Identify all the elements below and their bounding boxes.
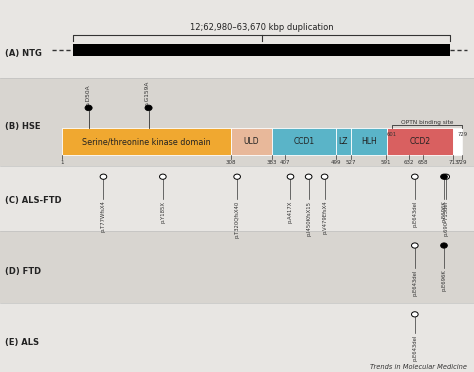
Text: 632: 632 <box>403 160 414 165</box>
Text: 591: 591 <box>381 160 392 165</box>
Text: LZ: LZ <box>338 137 348 146</box>
Text: Serine/threonine kinase domain: Serine/threonine kinase domain <box>82 137 210 146</box>
Circle shape <box>85 105 92 111</box>
Bar <box>62 128 230 155</box>
Circle shape <box>305 174 312 179</box>
Text: p.E696K: p.E696K <box>441 269 447 291</box>
Text: 383: 383 <box>266 160 277 165</box>
Circle shape <box>411 243 418 248</box>
Bar <box>351 128 387 155</box>
Bar <box>0 0 474 78</box>
Text: 729: 729 <box>457 132 467 137</box>
Circle shape <box>411 174 418 179</box>
Circle shape <box>321 174 328 179</box>
Text: (D) FTD: (D) FTD <box>5 267 41 276</box>
Text: p.D50A: p.D50A <box>85 84 90 106</box>
Circle shape <box>443 174 449 179</box>
Circle shape <box>145 105 152 111</box>
Bar <box>0 231 474 303</box>
Text: 407: 407 <box>280 160 290 165</box>
Bar <box>0 303 474 372</box>
Circle shape <box>160 174 166 179</box>
Text: 527: 527 <box>346 160 356 165</box>
Bar <box>336 128 351 155</box>
Text: p.690-713del: p.690-713del <box>444 201 449 235</box>
Text: 1: 1 <box>60 160 64 165</box>
Text: CCD2: CCD2 <box>410 137 431 146</box>
Text: p.E643del: p.E643del <box>412 269 417 296</box>
Text: 713: 713 <box>448 160 459 165</box>
Text: p.A417X: p.A417X <box>288 201 293 223</box>
Text: 499: 499 <box>330 160 341 165</box>
Text: CCD1: CCD1 <box>293 137 314 146</box>
Circle shape <box>441 174 447 179</box>
Text: p.T320QfsX40: p.T320QfsX40 <box>235 201 240 238</box>
Circle shape <box>441 243 447 248</box>
Bar <box>0 166 474 231</box>
Bar <box>272 128 336 155</box>
Text: p.I450KfsX15: p.I450KfsX15 <box>306 201 311 235</box>
Text: p.E696K: p.E696K <box>441 201 447 222</box>
Text: 12;62,980–63,670 kbp duplication: 12;62,980–63,670 kbp duplication <box>190 23 334 32</box>
Text: HLH: HLH <box>361 137 377 146</box>
Bar <box>73 44 450 56</box>
Text: Trends in Molecular Medicine: Trends in Molecular Medicine <box>370 364 467 370</box>
Circle shape <box>411 312 418 317</box>
Text: 729: 729 <box>457 160 467 165</box>
Text: p.T77WfsX4: p.T77WfsX4 <box>101 201 106 232</box>
Circle shape <box>100 174 107 179</box>
Circle shape <box>234 174 240 179</box>
Circle shape <box>287 174 294 179</box>
Text: p.E643del: p.E643del <box>412 201 417 227</box>
Text: OPTN binding site: OPTN binding site <box>401 120 453 125</box>
Bar <box>230 128 272 155</box>
Bar <box>453 128 462 155</box>
Text: 658: 658 <box>418 160 428 165</box>
Bar <box>0 78 474 166</box>
Text: p.E643del: p.E643del <box>412 334 417 361</box>
Text: p.Y185X: p.Y185X <box>160 201 165 222</box>
Text: (B) HSE: (B) HSE <box>5 122 40 131</box>
Text: 308: 308 <box>225 160 236 165</box>
Text: 601: 601 <box>387 132 397 137</box>
Text: p.V479EfsX4: p.V479EfsX4 <box>322 201 327 234</box>
Text: ULD: ULD <box>243 137 259 146</box>
Text: (A) NTG: (A) NTG <box>5 49 42 58</box>
Bar <box>387 128 453 155</box>
Text: (E) ALS: (E) ALS <box>5 338 39 347</box>
Text: (C) ALS-FTD: (C) ALS-FTD <box>5 196 61 205</box>
Text: p.G159A: p.G159A <box>145 81 150 106</box>
